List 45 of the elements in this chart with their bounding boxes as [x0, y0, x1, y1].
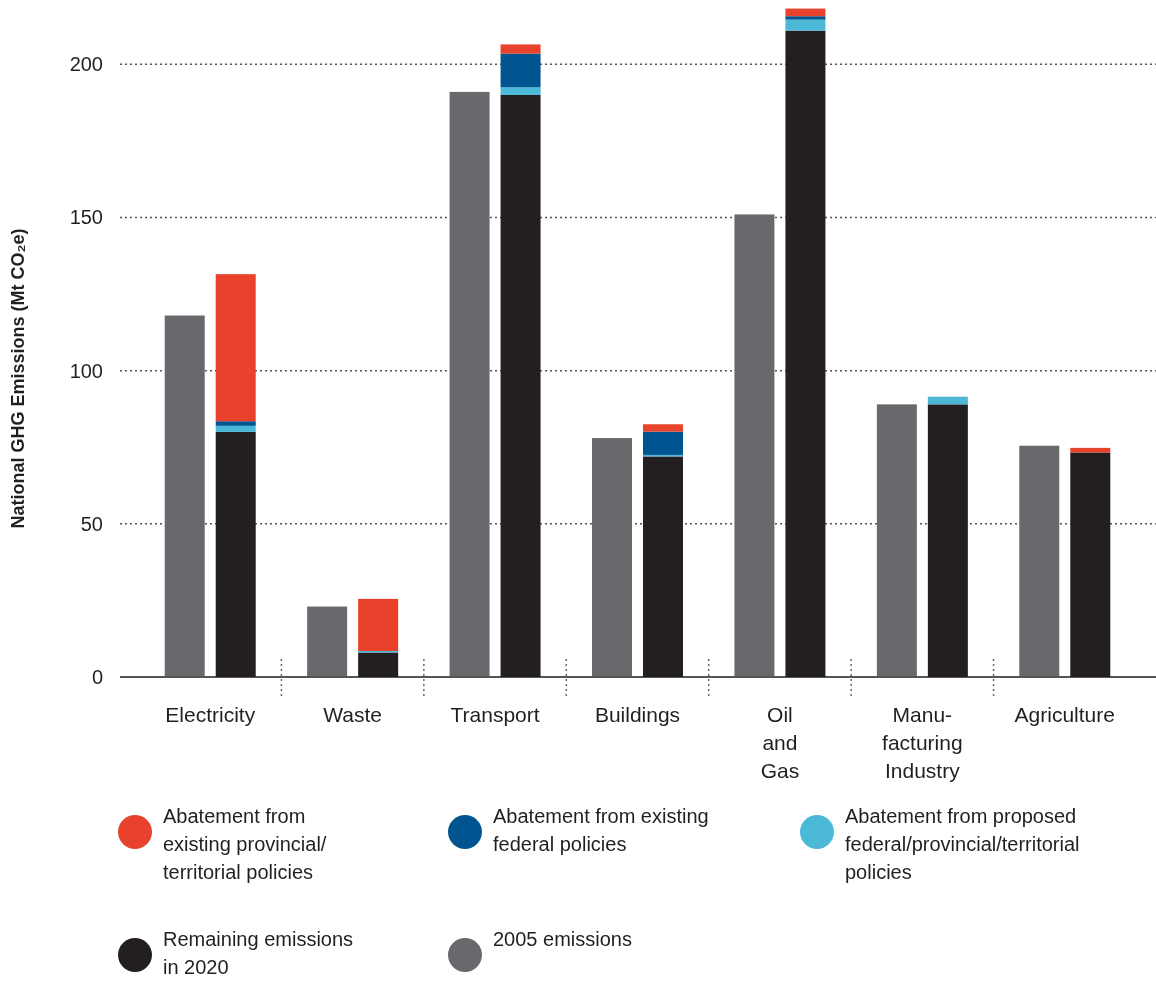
- bar: [592, 438, 632, 677]
- bar: [449, 91, 490, 677]
- bar: [785, 19, 826, 31]
- bar: [1019, 445, 1060, 677]
- bar: [500, 44, 541, 54]
- x-tick-label: Oil and Gas: [760, 703, 800, 782]
- x-tick-label: Waste: [323, 703, 383, 726]
- bar: [927, 396, 968, 405]
- bar: [500, 53, 541, 88]
- y-tick-label: 50: [80, 512, 103, 535]
- y-tick-label: 200: [69, 53, 103, 76]
- bar: [785, 16, 826, 20]
- bar: [307, 606, 348, 677]
- x-tick-label: Buildings: [594, 703, 681, 726]
- text: 2005 emissions: [493, 928, 632, 950]
- bar: [643, 456, 683, 677]
- y-axis-title: National GHG Emissions (Mt CO₂e): [8, 228, 28, 529]
- bar: [734, 214, 775, 677]
- bar: [927, 404, 968, 677]
- bar: [358, 598, 399, 651]
- bar: [215, 425, 256, 432]
- bar: [785, 8, 826, 17]
- bar: [215, 431, 256, 677]
- y-tick-label: 100: [69, 359, 103, 382]
- bar: [164, 315, 205, 677]
- bar: [500, 87, 541, 95]
- legend-label: Remaining emissions in 2020: [163, 928, 354, 978]
- y-tick-label: 150: [69, 206, 103, 229]
- bar: [1070, 452, 1111, 677]
- bar: [643, 431, 683, 455]
- bar: [215, 421, 256, 426]
- legend-label: Abatement from existing federal policies: [493, 805, 709, 855]
- y-tick-label: 0: [91, 666, 103, 688]
- legend-label: Abatement from proposed federal/provincial/territorial policies: [845, 805, 1080, 883]
- bar: [215, 274, 256, 422]
- x-tick-label: Manu-facturing Industry: [882, 703, 963, 782]
- bar: [358, 652, 399, 677]
- legend-label: Abatement from existing provincial/ territorial policies: [163, 805, 327, 883]
- bar: [643, 424, 683, 432]
- x-tick-label: Electricity: [165, 703, 256, 726]
- x-tick-label: Transport: [450, 703, 540, 726]
- bar: [876, 404, 917, 677]
- bar: [500, 94, 541, 677]
- x-tick-label: Agriculture: [1014, 703, 1115, 726]
- bar: [785, 30, 826, 677]
